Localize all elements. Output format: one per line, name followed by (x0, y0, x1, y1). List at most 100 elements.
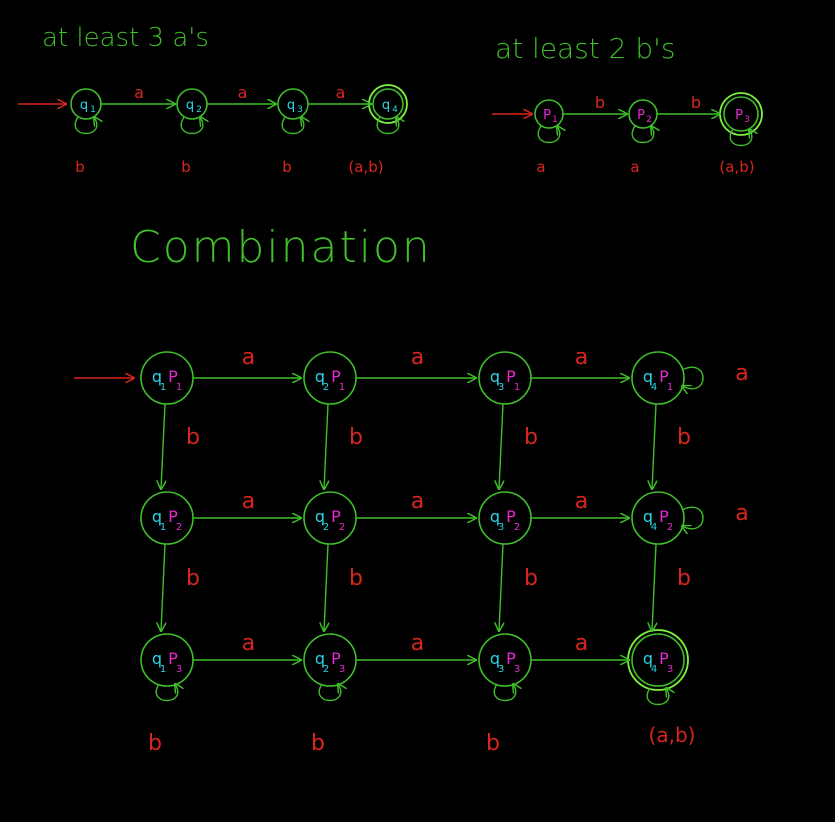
p-label: P (659, 507, 669, 526)
q-subscript: 3 (498, 522, 504, 533)
state-subscript: 2 (646, 115, 652, 125)
product-loop-label: b (486, 731, 500, 756)
q-subscript: 2 (323, 522, 329, 533)
product-edge-label: a (411, 345, 424, 370)
state-label: P (637, 108, 645, 123)
q-label: q (490, 367, 500, 386)
product-loop-right (682, 506, 704, 529)
product-loop-label: b (311, 731, 325, 756)
q-subscript: 1 (160, 382, 166, 393)
q-label: q (152, 507, 162, 526)
state-circle (140, 491, 194, 545)
p-subscript: 1 (339, 382, 345, 393)
dfa-a-edge-label: a (134, 83, 144, 102)
p-label: P (168, 507, 178, 526)
state-subscript: 3 (744, 115, 750, 125)
state-circle (478, 491, 532, 545)
state-circle (723, 96, 759, 132)
p-label: P (659, 367, 669, 386)
title-at-least-3-as: at least 3 a's (42, 23, 209, 53)
state-circle (140, 351, 194, 405)
dfa-b-loop-label: a (630, 158, 639, 176)
product-edge-label: a (575, 631, 588, 656)
product-edge-label: b (186, 425, 200, 450)
p-label: P (168, 649, 178, 668)
state-circle (631, 633, 685, 687)
p-subscript: 3 (176, 664, 182, 675)
p-label: P (506, 507, 516, 526)
product-edge-label: a (575, 489, 588, 514)
q-subscript: 3 (498, 664, 504, 675)
state-subscript: 3 (297, 105, 303, 115)
dfa-b-loop-label: a (536, 158, 545, 176)
product-loop-label: (a,b) (649, 723, 696, 747)
dfa-b-edge-label: b (595, 93, 605, 112)
product-edge-label: a (242, 489, 255, 514)
product-edge-label: a (575, 345, 588, 370)
q-label: q (643, 649, 653, 668)
p-subscript: 1 (667, 382, 673, 393)
p-subscript: 1 (176, 382, 182, 393)
dfa-at-least-2-bs: P 1aP 2aP 3(a,b)b b (492, 92, 763, 176)
q-label: q (315, 507, 325, 526)
product-edge-label: b (524, 566, 538, 591)
product-edge-b (324, 543, 328, 631)
product-edge-label: b (524, 425, 538, 450)
q-label: q (490, 507, 500, 526)
q-subscript: 4 (651, 522, 657, 533)
title-at-least-2-bs: at least 2 b's (495, 32, 675, 65)
q-label: q (315, 649, 325, 668)
product-edge-label: a (242, 345, 255, 370)
dfa-a-loop-0 (74, 117, 97, 135)
p-subscript: 3 (514, 664, 520, 675)
product-edge-b (652, 403, 656, 489)
product-edge-b (652, 543, 656, 631)
state-label: P (735, 108, 743, 123)
p-subscript: 2 (514, 522, 520, 533)
p-label: P (331, 367, 341, 386)
state-label: q (287, 98, 295, 113)
state-circle (303, 351, 357, 405)
product-loop-label: b (148, 731, 162, 756)
q-subscript: 2 (323, 664, 329, 675)
q-label: q (315, 367, 325, 386)
product-edge-b (499, 403, 503, 489)
q-subscript: 2 (323, 382, 329, 393)
state-subscript: 1 (90, 105, 96, 115)
q-subscript: 3 (498, 382, 504, 393)
state-circle (372, 88, 404, 120)
state-circle (478, 633, 532, 687)
product-edge-b (324, 403, 328, 489)
state-label: P (543, 108, 551, 123)
p-label: P (506, 649, 516, 668)
product-edge-label: a (411, 631, 424, 656)
product-loop-bottom (155, 684, 178, 702)
product-edge-label: b (186, 566, 200, 591)
q-label: q (152, 367, 162, 386)
dfa-a-loop-1 (180, 117, 203, 135)
q-subscript: 1 (160, 522, 166, 533)
dfa-a-loop-label: (a,b) (348, 158, 383, 176)
dfa-b-loop-0 (537, 126, 560, 144)
dfa-b-edge-label: b (691, 93, 701, 112)
dfa-a-loop-2 (281, 117, 304, 135)
p-subscript: 2 (339, 522, 345, 533)
p-label: P (506, 367, 516, 386)
state-subscript: 4 (392, 105, 398, 115)
dfa-b-loop-label: (a,b) (719, 158, 754, 176)
